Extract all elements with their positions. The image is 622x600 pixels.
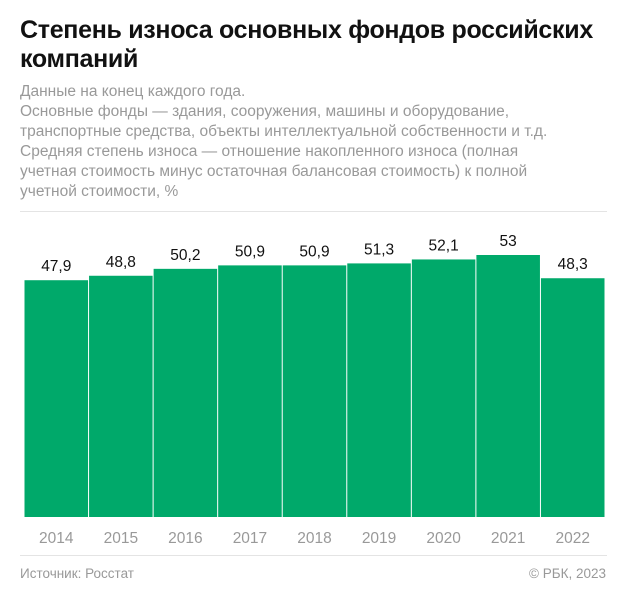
subtitle-line: учетная стоимость минус остаточная балан… xyxy=(20,163,528,180)
x-tick-label: 2016 xyxy=(168,530,202,547)
source-note: Источник: Росстат xyxy=(20,566,134,581)
copyright: © РБК, 2023 xyxy=(529,566,606,581)
data-label: 48,8 xyxy=(106,254,136,271)
x-tick-label: 2015 xyxy=(104,530,138,547)
bar-2019 xyxy=(347,263,411,517)
data-label: 50,9 xyxy=(235,243,265,260)
data-label: 48,3 xyxy=(558,256,588,273)
x-tick-label: 2019 xyxy=(362,530,396,547)
bar-2016 xyxy=(153,268,218,517)
bar-chart: 47,9 2014 48,8 2015 50,2 2016 50,9 2017 50,9 2018… xyxy=(24,233,605,547)
data-label: 50,9 xyxy=(299,243,329,260)
bar-2018 xyxy=(282,265,347,517)
bar-2020 xyxy=(411,259,476,517)
data-label: 52,1 xyxy=(429,237,459,254)
x-tick-label: 2018 xyxy=(297,530,331,547)
x-tick-label: 2020 xyxy=(426,530,461,547)
x-tick-label: 2021 xyxy=(491,530,525,547)
bar-2017 xyxy=(218,265,282,517)
data-label: 47,9 xyxy=(41,258,71,275)
data-label: 50,2 xyxy=(170,247,200,264)
x-tick-label: 2017 xyxy=(233,530,267,547)
top-divider xyxy=(20,211,607,212)
data-label: 51,3 xyxy=(364,241,394,258)
subtitle-line: учетной стоимости, % xyxy=(20,183,179,200)
bar-2022 xyxy=(540,278,605,517)
bar-2014 xyxy=(24,280,89,517)
data-label: 53 xyxy=(500,233,517,250)
subtitle-line: Средняя степень износа — отношение накоп… xyxy=(20,143,519,160)
x-tick-label: 2022 xyxy=(555,530,589,547)
subtitle-line: Данные на конец каждого года. xyxy=(20,83,246,100)
bar-2015 xyxy=(89,275,153,517)
subtitle-line: транспортные средства, объекты интеллект… xyxy=(20,123,548,140)
x-tick-label: 2014 xyxy=(39,530,74,547)
chart-title: Степень износа основных фондов российски… xyxy=(20,16,593,73)
bottom-divider xyxy=(20,555,607,556)
bar-2021 xyxy=(476,255,540,517)
chart-subtitle: Данные на конец каждого года. Основные ф… xyxy=(20,82,610,202)
subtitle-line: Основные фонды — здания, сооружения, маш… xyxy=(20,103,510,120)
